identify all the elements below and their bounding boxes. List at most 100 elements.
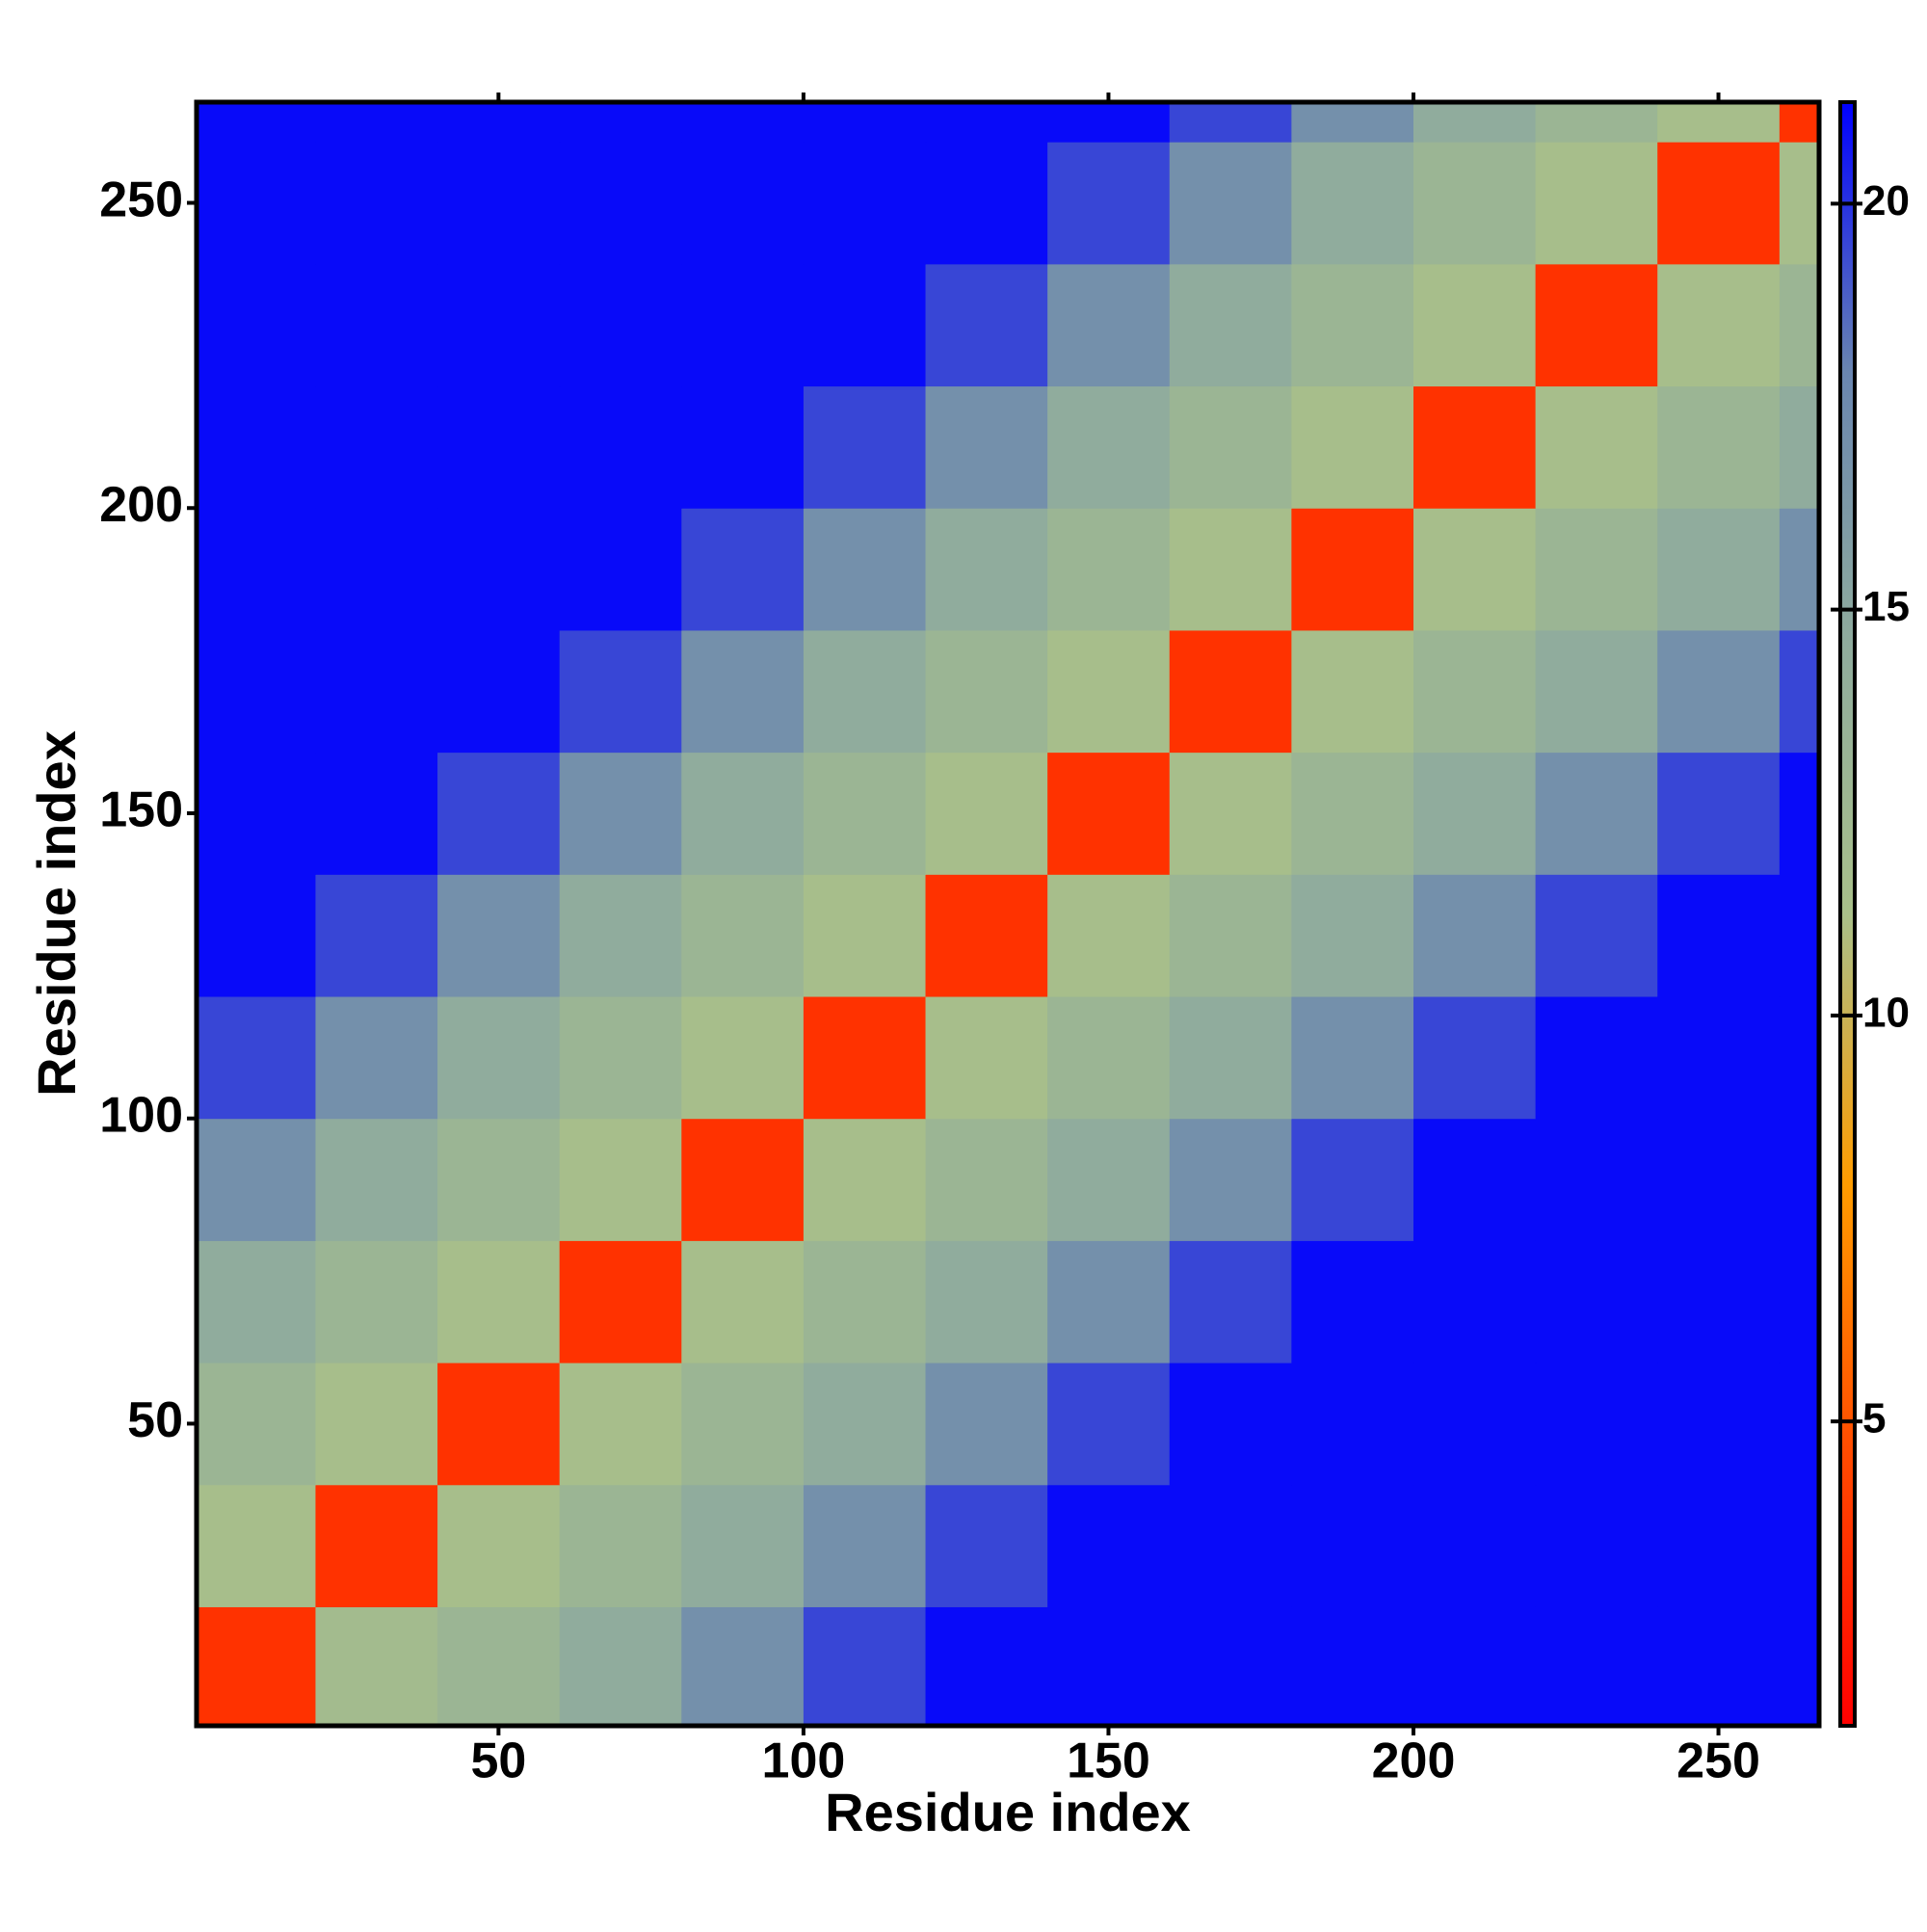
heatmap-cell xyxy=(1657,1363,1781,1486)
heatmap-cell xyxy=(1169,102,1292,143)
heatmap-cell xyxy=(803,874,927,997)
heatmap-cell xyxy=(1169,142,1292,265)
heatmap-cell xyxy=(559,1240,682,1363)
heatmap-cell xyxy=(197,508,316,631)
y-tick-label: 150 xyxy=(99,782,183,838)
heatmap-cell xyxy=(315,996,438,1120)
x-tick-label: 50 xyxy=(470,1734,526,1789)
heatmap-cell xyxy=(681,1606,805,1727)
heatmap-cell xyxy=(1535,102,1658,143)
heatmap-cell xyxy=(1535,1363,1658,1486)
heatmap-cell xyxy=(1169,1363,1292,1486)
heatmap-cell xyxy=(1413,1606,1537,1727)
heatmap-cell xyxy=(681,1240,805,1363)
y-tick-label: 50 xyxy=(127,1392,183,1448)
heatmap-cell xyxy=(1291,142,1414,265)
heatmap-cell xyxy=(559,508,682,631)
heatmap-cell xyxy=(197,142,316,265)
heatmap-cell xyxy=(1535,1606,1658,1727)
heatmap-cell xyxy=(1413,508,1537,631)
heatmap-cell xyxy=(1779,102,1820,143)
heatmap-cell xyxy=(197,263,316,387)
heatmap-cell xyxy=(1779,385,1820,509)
heatmap-cell xyxy=(925,142,1048,265)
x-tick-label: 150 xyxy=(1067,1734,1150,1789)
heatmap-cell xyxy=(315,1484,438,1607)
heatmap-cell xyxy=(681,629,805,754)
x-axis-title: Residue index xyxy=(825,1782,1191,1842)
heatmap-cell xyxy=(803,1240,927,1363)
heatmap-cell xyxy=(1657,1240,1781,1363)
heatmap-cell xyxy=(437,629,561,754)
heatmap-cell xyxy=(803,385,927,509)
heatmap-cell xyxy=(437,996,561,1120)
heatmap-cell xyxy=(1169,752,1292,875)
heatmap-cell xyxy=(1291,1606,1414,1727)
heatmap-cell xyxy=(197,629,316,754)
heatmap-cell xyxy=(559,142,682,265)
heatmap-cell xyxy=(1657,996,1781,1120)
colorbar-tick-label: 5 xyxy=(1862,1395,1886,1442)
heatmap-cell xyxy=(1535,385,1658,509)
heatmap-cell xyxy=(1779,629,1820,754)
heatmap-cell xyxy=(197,752,316,875)
heatmap-cell xyxy=(803,102,927,143)
heatmap-cell xyxy=(437,1240,561,1363)
heatmap-cell xyxy=(437,385,561,509)
heatmap-cell xyxy=(315,1240,438,1363)
heatmap-cell xyxy=(1779,263,1820,387)
heatmap-cell xyxy=(1413,385,1537,509)
heatmap-cell xyxy=(437,1118,561,1241)
heatmap-cell xyxy=(1291,752,1414,875)
heatmap-cell xyxy=(1535,142,1658,265)
heatmap-cell xyxy=(1657,102,1781,143)
heatmap-cell xyxy=(1047,752,1171,875)
heatmap-cell xyxy=(1413,102,1537,143)
heatmap-cell xyxy=(1657,1606,1781,1727)
x-tick-label: 200 xyxy=(1372,1734,1456,1789)
heatmap-cell xyxy=(925,1240,1048,1363)
heatmap-cell xyxy=(925,385,1048,509)
heatmap-cell xyxy=(1779,996,1820,1120)
heatmap-cell xyxy=(681,385,805,509)
heatmap-cell xyxy=(1413,629,1537,754)
heatmap-cell xyxy=(197,1240,316,1363)
heatmap-cell xyxy=(1169,1484,1292,1607)
heatmap-cell xyxy=(437,508,561,631)
heatmap-cell xyxy=(315,102,438,143)
heatmap-cell xyxy=(559,263,682,387)
heatmap-cell xyxy=(1291,508,1414,631)
heatmap-cell xyxy=(1657,508,1781,631)
heatmap-cell xyxy=(1291,996,1414,1120)
heatmap-cell xyxy=(559,996,682,1120)
heatmap-cell xyxy=(1779,1363,1820,1486)
heatmap-cell xyxy=(925,752,1048,875)
heatmap-cell xyxy=(681,1363,805,1486)
heatmap-cell xyxy=(1657,1118,1781,1241)
heatmap-cell xyxy=(315,629,438,754)
heatmap-cell xyxy=(437,102,561,143)
heatmap-cell xyxy=(803,752,927,875)
heatmap-cell xyxy=(1413,1240,1537,1363)
heatmap-cell xyxy=(559,1363,682,1486)
heatmap-cell xyxy=(681,263,805,387)
heatmap-cell xyxy=(1047,996,1171,1120)
heatmap-cell xyxy=(559,1118,682,1241)
heatmap-cell xyxy=(1047,102,1171,143)
heatmap-cell xyxy=(1779,1606,1820,1727)
heatmap-cell xyxy=(681,1118,805,1241)
heatmap-cell xyxy=(681,996,805,1120)
heatmap-cell xyxy=(1657,263,1781,387)
heatmap-cell xyxy=(681,142,805,265)
heatmap-cell xyxy=(437,263,561,387)
heatmap-cell xyxy=(1047,1118,1171,1241)
heatmap-cell xyxy=(1535,508,1658,631)
heatmap-cell xyxy=(1047,1606,1171,1727)
heatmap-cell xyxy=(315,142,438,265)
heatmap-cell xyxy=(681,1484,805,1607)
colorbar xyxy=(1838,100,1857,1728)
x-tick-label: 100 xyxy=(762,1734,846,1789)
heatmap-cell xyxy=(1047,1484,1171,1607)
heatmap-cell xyxy=(1535,874,1658,997)
heatmap-cell xyxy=(1047,142,1171,265)
